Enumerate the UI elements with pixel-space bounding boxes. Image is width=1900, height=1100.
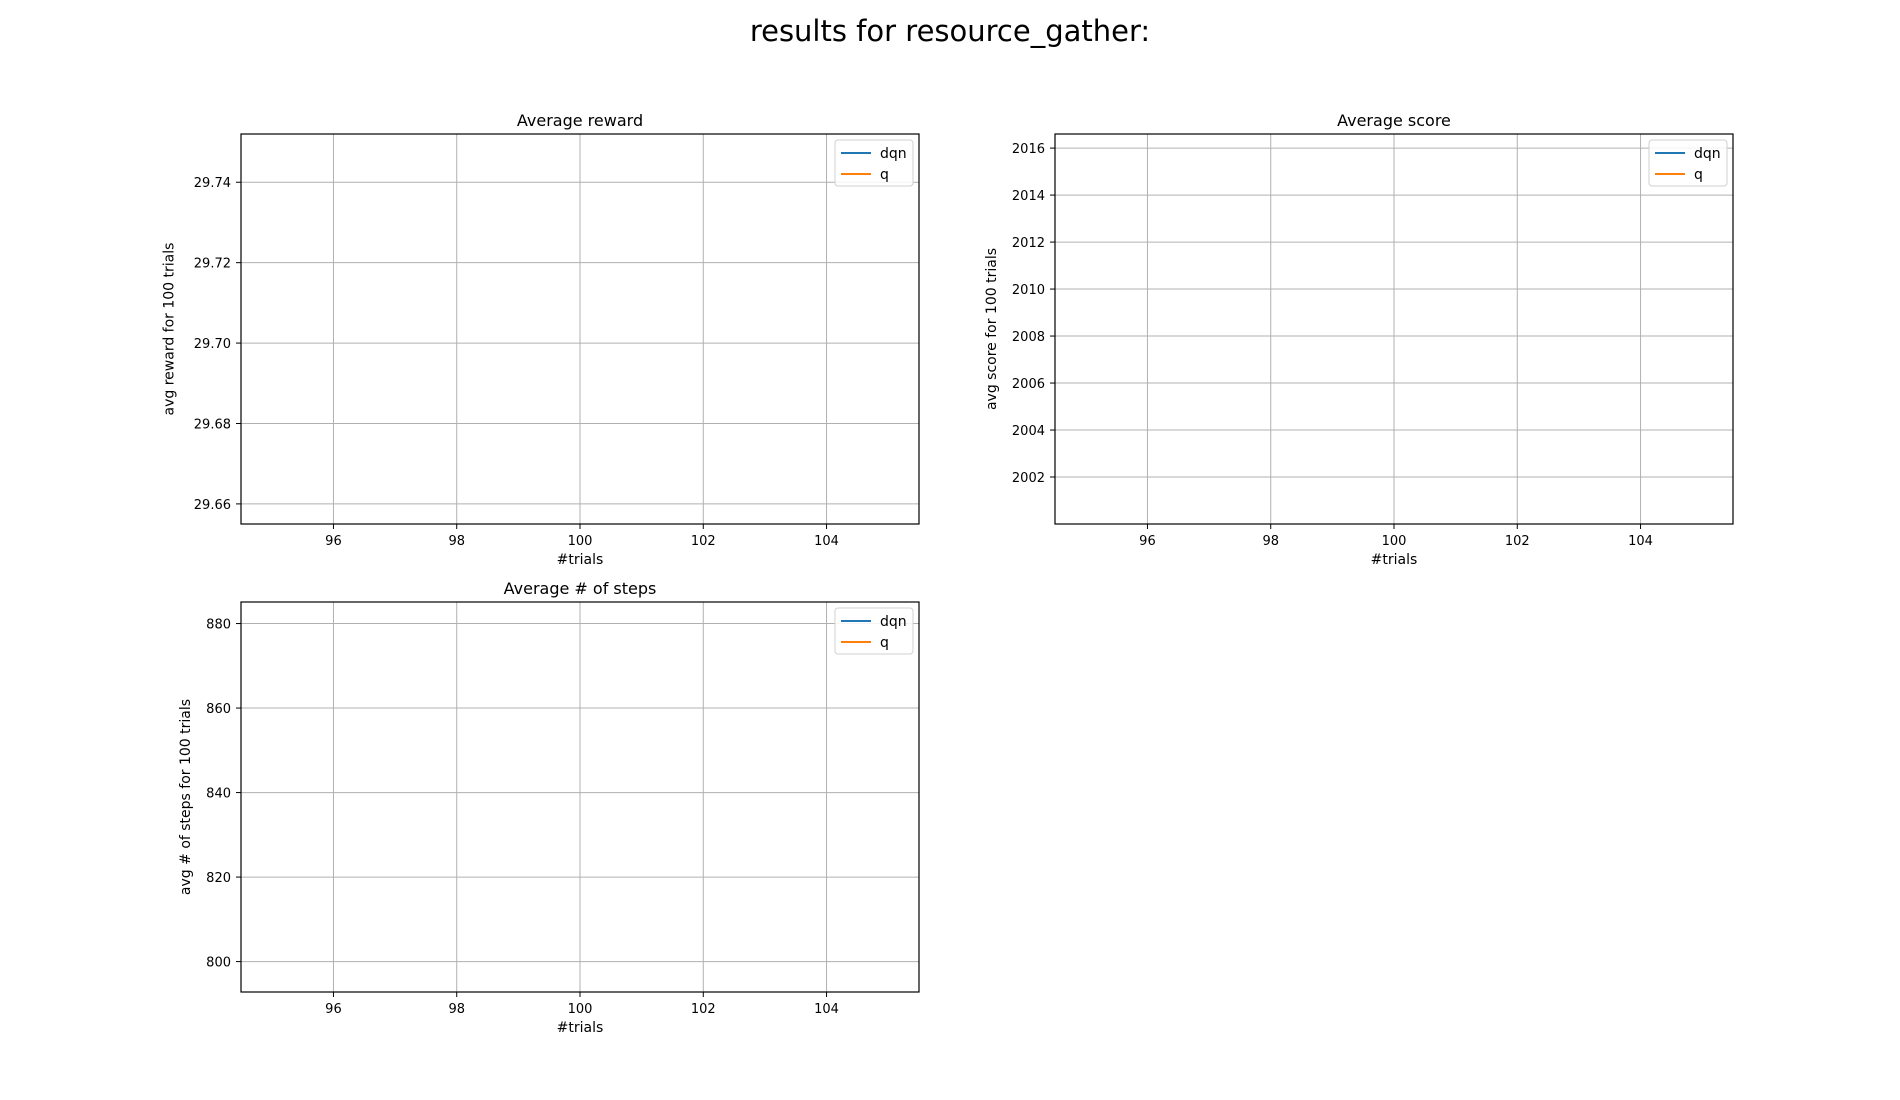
y-tick-label: 2002 <box>1012 471 1045 486</box>
x-axis-label: #trials <box>1371 552 1418 568</box>
y-tick-label: 2006 <box>1012 377 1045 392</box>
y-tick-label: 2016 <box>1012 142 1045 157</box>
y-tick-label: 880 <box>206 618 231 633</box>
legend-label-dqn: dqn <box>1694 146 1721 162</box>
y-tick-label: 29.70 <box>194 337 231 352</box>
y-tick-label: 2010 <box>1012 283 1045 298</box>
chart-1: 96 98 100 102 104 29.66 29.68 29.70 29.72 29.74 Av… <box>162 111 920 568</box>
x-tick-label: 104 <box>1628 534 1653 549</box>
y-tick-label: 800 <box>206 956 231 971</box>
legend: dqn q <box>834 139 914 187</box>
x-tick-label: 102 <box>691 534 716 549</box>
legend-label-q: q <box>880 167 889 183</box>
chart-title: Average # of steps <box>504 579 657 598</box>
y-tick-label: 860 <box>206 702 231 717</box>
figure-title: results for resource_gather: <box>749 14 1151 48</box>
x-axis-label: #trials <box>557 1020 604 1036</box>
y-tick-label: 29.68 <box>194 417 231 432</box>
x-tick-label: 104 <box>814 1002 839 1017</box>
legend-label-q: q <box>1694 167 1703 183</box>
x-tick-label: 96 <box>325 1002 342 1017</box>
x-tick-label: 102 <box>691 1002 716 1017</box>
x-tick-label: 100 <box>568 534 593 549</box>
legend: dqn q <box>834 607 914 655</box>
x-axis-label: #trials <box>557 552 604 568</box>
x-tick-label: 98 <box>1262 534 1279 549</box>
legend: dqn q <box>1648 139 1728 187</box>
x-tick-label: 104 <box>814 534 839 549</box>
x-tick-label: 98 <box>448 534 465 549</box>
y-tick-label: 2012 <box>1012 236 1045 251</box>
y-axis-label: avg reward for 100 trials <box>162 243 178 416</box>
legend-label-dqn: dqn <box>880 146 907 162</box>
y-tick-label: 29.66 <box>194 498 231 513</box>
y-tick-label: 2014 <box>1012 189 1045 204</box>
y-tick-label: 2008 <box>1012 330 1045 345</box>
y-tick-label: 29.72 <box>194 257 231 272</box>
chart-title: Average score <box>1337 111 1451 130</box>
legend-label-q: q <box>880 635 889 651</box>
x-tick-label: 96 <box>325 534 342 549</box>
x-tick-label: 100 <box>568 1002 593 1017</box>
chart-3: 96 98 100 102 104 800 820 840 860 880 Average # of… <box>178 579 920 1036</box>
y-tick-label: 820 <box>206 871 231 886</box>
legend-label-dqn: dqn <box>880 614 907 630</box>
x-tick-label: 98 <box>448 1002 465 1017</box>
y-tick-label: 840 <box>206 787 231 802</box>
y-axis-label: avg # of steps for 100 trials <box>178 699 194 895</box>
chart-2: 96 98 100 102 104 2002 2004 2006 2008 2010 2012 201… <box>984 111 1734 568</box>
chart-title: Average reward <box>517 111 643 130</box>
x-tick-label: 96 <box>1139 534 1156 549</box>
y-axis-label: avg score for 100 trials <box>984 248 1000 410</box>
x-tick-label: 102 <box>1505 534 1530 549</box>
x-tick-label: 100 <box>1382 534 1407 549</box>
y-tick-label: 29.74 <box>194 176 231 191</box>
y-tick-label: 2004 <box>1012 424 1045 439</box>
